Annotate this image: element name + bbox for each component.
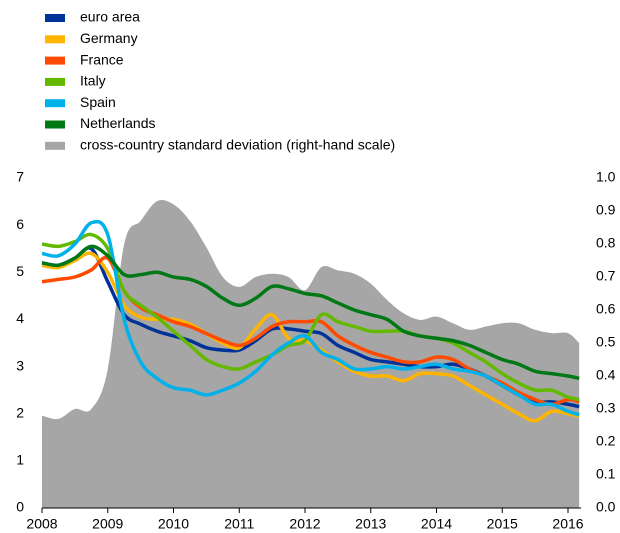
x-tick-label: 2013 <box>355 516 386 532</box>
x-tick-label: 2010 <box>158 516 189 532</box>
x-tick-label: 2014 <box>421 516 452 532</box>
legend-swatch <box>45 141 65 150</box>
y-tick-label: 1 <box>16 452 24 468</box>
legend-label: euro area <box>80 9 140 25</box>
y2-tick-label: 0.6 <box>596 301 616 317</box>
x-tick-label: 2009 <box>92 516 123 532</box>
x-tick-label: 2016 <box>552 516 583 532</box>
y2-tick-label: 0.3 <box>596 400 616 416</box>
line <box>41 219 580 417</box>
y2-tick-label: 0.4 <box>596 367 616 383</box>
y-tick-label: 6 <box>16 216 24 232</box>
y-tick-label: 4 <box>16 310 24 326</box>
x-tick-label: 2015 <box>487 516 518 532</box>
legend-swatch <box>45 99 65 108</box>
y-tick-label: 0 <box>16 499 24 515</box>
y2-tick-label: 0.8 <box>596 235 616 251</box>
legend-label: cross-country standard deviation (right-… <box>80 137 395 153</box>
y2-tick-label: 0.5 <box>596 334 616 350</box>
x-tick-label: 2012 <box>289 516 320 532</box>
legend-label: Spain <box>80 94 116 110</box>
line <box>41 244 580 381</box>
legend-swatch <box>45 77 65 86</box>
y-tick-label: 7 <box>16 169 24 185</box>
legend-label: Italy <box>80 73 106 89</box>
legend-swatch <box>45 120 65 129</box>
legend-label: France <box>80 51 124 67</box>
x-tick-label: 2008 <box>26 516 57 532</box>
y2-tick-label: 0.0 <box>596 499 616 515</box>
y2-tick-label: 0.2 <box>596 433 616 449</box>
y-tick-label: 2 <box>16 404 24 420</box>
x-tick-label: 2011 <box>224 516 254 532</box>
y2-tick-label: 0.7 <box>596 268 616 284</box>
y2-tick-label: 0.9 <box>596 202 616 218</box>
y2-tick-label: 1.0 <box>596 169 616 185</box>
line <box>41 232 580 402</box>
y2-tick-label: 0.1 <box>596 466 616 482</box>
area <box>42 199 580 509</box>
legend-label: Germany <box>80 30 138 46</box>
y-tick-label: 3 <box>16 357 24 373</box>
legend-swatch <box>45 56 65 65</box>
legend-swatch <box>45 14 65 22</box>
legend-swatch <box>45 35 65 44</box>
y-tick-label: 5 <box>16 263 24 279</box>
legend-label: Netherlands <box>80 115 156 131</box>
